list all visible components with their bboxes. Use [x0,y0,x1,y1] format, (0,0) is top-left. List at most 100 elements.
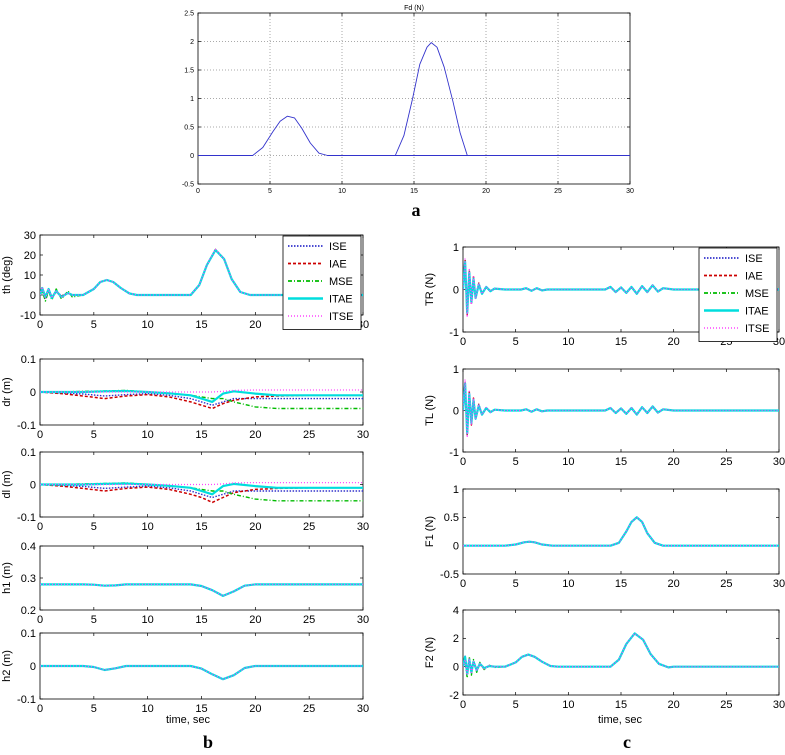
series-line-itae-c1 [463,260,779,314]
x-tick-label: 10 [142,429,154,441]
chart-a: 0 5 10 15 20 25 30-0.500.511.522.5Fd (N) [182,5,634,195]
axes-box-c4 [462,609,780,696]
series-line-itae-b2 [40,389,363,403]
y-tick-label: -1 [449,447,459,459]
axes-box-b4 [39,545,364,611]
x-tick-label: 25 [720,578,732,590]
x-tick-label: 20 [482,188,490,195]
y-tick-label: 1.5 [184,67,194,74]
x-tick-label: 30 [357,429,369,441]
x-tick-label: 0 [37,319,43,331]
legend-label-itse: ITSE [745,323,769,335]
panel-label-b: b [203,732,213,752]
y-axis-label-b4: h1 (m) [1,562,13,594]
x-tick-label: 20 [249,319,261,331]
series-line-itae-b5 [40,664,363,681]
x-tick-label: 10 [142,319,154,331]
x-tick-label: 10 [562,456,574,468]
series-line-fd-a [327,42,630,156]
legend-label-itse: ITSE [329,311,353,323]
x-tick-label: 15 [615,699,627,711]
x-tick-label: 30 [357,703,369,715]
x-tick-label: 20 [249,429,261,441]
series-line-itse-b1 [40,248,363,300]
legend-label-iae: IAE [329,259,347,271]
y-tick-label: 0.4 [21,541,36,553]
x-tick-label: 10 [142,703,154,715]
legend-box [282,235,362,330]
y-tick-label: 1 [453,364,459,376]
y-tick-label: 0 [30,387,36,399]
x-tick-label: 5 [513,578,519,590]
y-axis-label-c2: TL (N) [424,395,436,426]
y-tick-label: -0.1 [17,512,36,524]
x-tick-label: 30 [357,614,369,626]
x-tick-label: 0 [37,521,43,533]
x-axis-label-b: time, sec [166,714,211,726]
x-tick-label: 5 [513,336,519,348]
y-tick-label: -0.1 [17,420,36,432]
y-tick-label: 0 [30,661,36,673]
series-line-itae-b3 [40,482,363,496]
series-line-itse-b3 [40,481,363,486]
y-tick-label: 0 [190,153,194,160]
x-tick-label: 0 [460,578,466,590]
chart-b5: 0 5 10 15 20 25 30-0.100.1h2 (m) [1,628,369,715]
y-axis-label-c3: F1 (N) [424,516,436,547]
x-tick-label: 30 [773,699,785,711]
y-tick-label: 30 [24,230,36,242]
x-tick-label: 0 [460,336,466,348]
x-tick-label: 5 [268,188,272,195]
x-tick-label: 5 [91,703,97,715]
chart-b4: 0 5 10 15 20 25 30 0.2 0.3 0.4 h1 (m) [1,541,369,626]
x-tick-label: 10 [562,699,574,711]
y-axis-label-b2: dr (m) [1,377,13,406]
legend-label-mse: MSE [745,288,769,300]
y-tick-label: 0.1 [21,628,36,640]
legend-label-ise: ISE [745,253,763,265]
chart-title-a: Fd (N) [404,5,424,12]
y-tick-label: 20 [24,250,36,262]
x-tick-label: 20 [668,456,680,468]
y-tick-label: 0.3 [21,573,36,585]
x-tick-label: 30 [773,578,785,590]
y-axis-label-c4: F2 (N) [424,637,436,668]
x-tick-label: 25 [303,703,315,715]
chart-b3: 0 5 10 15 20 25 30-0.100.1dl (m) [1,447,369,533]
y-tick-label: -0.1 [17,694,36,706]
y-tick-label: 0 [453,405,459,417]
y-tick-label: -2 [449,690,459,702]
legend-label-itae: ITAE [329,294,353,306]
y-tick-label: 1 [190,96,194,103]
y-tick-label: 1 [453,242,459,254]
y-tick-label: -10 [20,310,36,322]
y-tick-label: 0.2 [21,605,36,617]
x-tick-label: 20 [249,703,261,715]
x-tick-label: 10 [142,521,154,533]
x-tick-label: 10 [562,578,574,590]
series-line-itse-b4 [40,583,363,597]
x-tick-label: 15 [195,614,207,626]
y-tick-label: 2.5 [184,10,194,17]
series-line-itse-b2 [40,389,363,393]
legend-label-mse: MSE [329,276,353,288]
x-tick-label: 5 [513,456,519,468]
y-tick-label: 0 [453,541,459,553]
x-tick-label: 30 [357,521,369,533]
y-tick-label: 0 [30,290,36,302]
y-tick-label: 4 [453,605,459,617]
y-tick-label: 0.1 [21,354,36,366]
x-tick-label: 30 [773,456,785,468]
y-axis-label-b3: dl (m) [1,470,13,498]
panel-label-a: a [412,200,421,220]
x-tick-label: 15 [410,188,418,195]
panel-label-c: c [623,732,631,752]
chart-b2: 0 5 10 15 20 25 30-0.100.1dr (m) [1,354,369,441]
x-tick-label: 30 [626,188,634,195]
series-line-itse-c4 [463,632,779,676]
y-tick-label: 0.5 [444,512,459,524]
x-tick-label: 0 [460,456,466,468]
